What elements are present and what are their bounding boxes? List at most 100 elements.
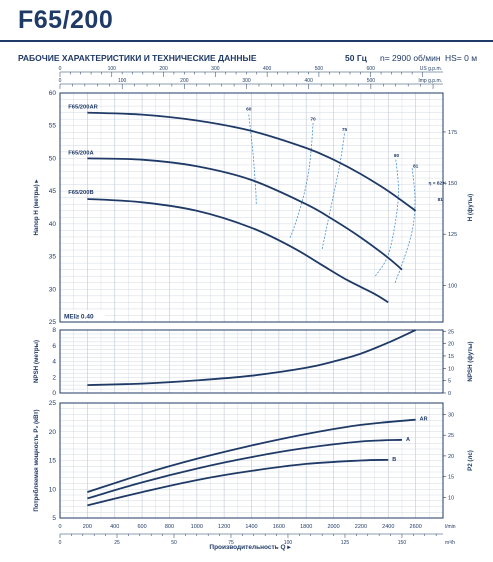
impgpm-tick-label: 300: [242, 78, 251, 84]
npsh-rtick-label: 10: [448, 366, 454, 372]
x-tick-label: 0: [58, 524, 61, 530]
npsh-frame: [59, 329, 444, 394]
efficiency-curve-0: [248, 114, 257, 205]
x-tick-label: 800: [165, 524, 174, 530]
efficiency-label: 70: [310, 116, 316, 122]
x-tick-label: 2600: [410, 524, 422, 530]
npsh-ylabel: NPSH (метры): [33, 340, 40, 383]
npsh-rtick-label: 15: [448, 354, 454, 360]
power-ytick-label: 20: [49, 429, 57, 436]
head-ytick-label: 35: [49, 254, 57, 261]
efficiency-label: 80: [394, 153, 400, 159]
usgpm-tick-label: 500: [315, 66, 324, 72]
speed-label: n= 2900 об/мин: [380, 53, 441, 63]
head-ylabel-right: H (футы): [467, 194, 474, 221]
head-curve-F65/200A: [87, 157, 403, 271]
power-frame: [59, 402, 444, 519]
efficiency-label: 81: [413, 164, 419, 170]
impgpm-tick-label: 0: [59, 78, 62, 84]
head-rtick-label: 125: [448, 232, 457, 238]
x-unit: l/min: [445, 524, 456, 530]
power-ytick-label: 25: [49, 400, 57, 407]
power-rtick-label: 30: [448, 413, 454, 419]
head-rtick-label: 100: [448, 283, 457, 289]
usgpm-tick-label: 100: [108, 66, 117, 72]
npsh-ytick-label: 4: [52, 359, 56, 366]
impgpm-unit: Imp g.p.m.: [418, 78, 442, 84]
head-curve-F65/200B: [87, 198, 389, 304]
x-tick-label: 400: [110, 524, 119, 530]
power-curve-AR: [87, 418, 416, 493]
head-series-label: F65/200B: [68, 190, 93, 196]
x-tick-label: 2200: [355, 524, 367, 530]
npsh-ylabel-right: NPSH (футы): [467, 341, 474, 381]
power-series-label: B: [392, 457, 396, 463]
power-ytick-label: 15: [49, 458, 57, 465]
section-subtitle: РАБОЧИЕ ХАРАКТЕРИСТИКИ И ТЕХНИЧЕСКИЕ ДАН…: [18, 53, 257, 63]
efficiency-curve-4: [394, 168, 416, 283]
m3h-tick-label: 150: [398, 540, 407, 546]
m3h-unit: m³/h: [445, 540, 455, 546]
m3h-tick-label: 100: [284, 540, 293, 546]
usgpm-unit: US g.p.m.: [420, 66, 442, 72]
x-axis-label: Производительность Q ▸: [209, 544, 291, 551]
hs-label: HS= 0 м: [445, 53, 478, 63]
usgpm-tick-label: 300: [211, 66, 220, 72]
power-ylabel: Потребляемая мощность P₂ (кВт): [33, 409, 40, 511]
m3h-tick-label: 50: [171, 540, 177, 546]
head-ylabel: Напор H (метры) ▸: [33, 179, 40, 236]
head-series-label: F65/200AR: [68, 105, 98, 111]
m3h-tick-label: 0: [59, 540, 62, 546]
usgpm-tick-label: 600: [367, 66, 376, 72]
impgpm-tick-label: 500: [367, 78, 376, 84]
x-tick-label: 200: [83, 524, 92, 530]
head-ytick-label: 45: [49, 188, 57, 195]
power-series-label: A: [406, 437, 410, 443]
header-rule: [0, 40, 493, 42]
x-tick-label: 1200: [218, 524, 230, 530]
x-tick-label: 1600: [273, 524, 285, 530]
product-title: F65/200: [18, 6, 114, 34]
efficiency-label: 75: [342, 127, 348, 133]
power-series-label: AR: [420, 417, 428, 423]
power-ytick-label: 5: [52, 515, 56, 522]
power-curve-A: [87, 438, 403, 500]
head-rtick-label: 150: [448, 181, 457, 187]
head-ytick-label: 50: [49, 155, 57, 162]
power-ytick-label: 10: [49, 486, 57, 493]
impgpm-tick-label: 400: [305, 78, 314, 84]
x-tick-label: 2400: [382, 524, 394, 530]
efficiency-curve-2: [321, 133, 345, 251]
impgpm-tick-label: 100: [118, 78, 127, 84]
mei-note-bg: [61, 310, 105, 321]
head-ytick-label: 30: [49, 286, 57, 293]
x-tick-label: 1400: [245, 524, 257, 530]
npsh-ytick-label: 2: [52, 374, 56, 381]
x-tick-label: 2000: [327, 524, 339, 530]
efficiency-curve-3: [374, 159, 399, 277]
npsh-ytick-label: 8: [52, 327, 56, 334]
usgpm-tick-label: 0: [59, 66, 62, 72]
x-tick-label: 1800: [300, 524, 312, 530]
usgpm-tick-label: 400: [263, 66, 272, 72]
m3h-tick-label: 25: [114, 540, 120, 546]
power-rtick-label: 20: [448, 454, 454, 460]
power-rtick-label: 25: [448, 433, 454, 439]
npsh-curve: [87, 329, 416, 386]
head-ytick-label: 60: [49, 90, 57, 97]
x-tick-label: 1000: [191, 524, 203, 530]
npsh-rtick-label: 20: [448, 342, 454, 348]
mei-note: MEI≥ 0.40: [64, 314, 94, 321]
head-rtick-label: 175: [448, 130, 457, 136]
head-ytick-label: 40: [49, 221, 57, 228]
efficiency-curve-1: [289, 123, 314, 239]
head-curve-F65/200AR: [87, 111, 417, 212]
npsh-rtick-label: 0: [448, 391, 451, 397]
x-tick-label: 600: [137, 524, 146, 530]
efficiency-label: 81: [438, 197, 444, 203]
head-ytick-label: 25: [49, 319, 57, 326]
npsh-rtick-label: 25: [448, 329, 454, 335]
npsh-ytick-label: 6: [52, 343, 56, 350]
power-rtick-label: 15: [448, 475, 454, 481]
